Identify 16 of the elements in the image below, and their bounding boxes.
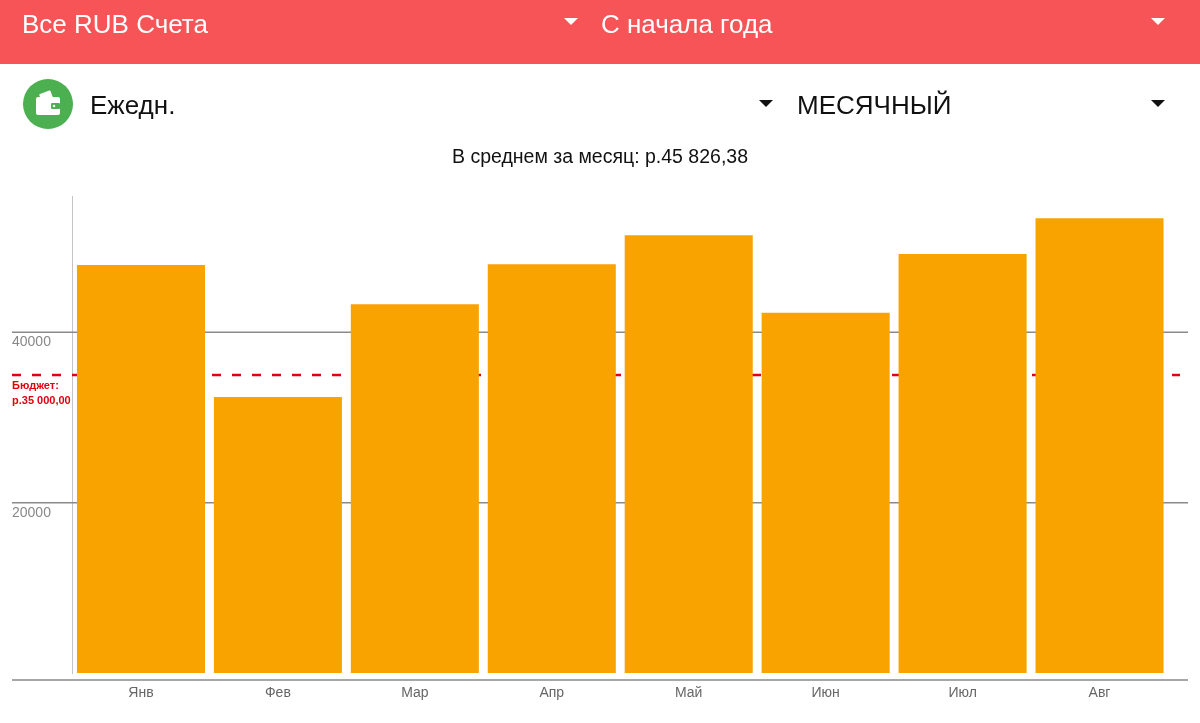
chart-title: В среднем за месяц: р.45 826,38: [450, 144, 749, 169]
text: Ежедн.: [90, 90, 176, 120]
y-tick-label: 40000: [12, 333, 52, 350]
x-tick-label: Янв: [128, 684, 154, 701]
x-tick-label: Июн: [811, 684, 840, 701]
text: МЕСЯЧНЫЙ: [797, 90, 952, 120]
x-tick-label: Авг: [1088, 684, 1111, 701]
text: С начала года: [601, 9, 773, 39]
y-tick-label: 20000: [12, 503, 52, 520]
ref-line-label: Бюджет: р.35 000,00: [12, 379, 71, 407]
x-tick-label: Май: [675, 684, 703, 701]
x-tick-label: Июл: [948, 684, 977, 701]
x-tick-label: Апр: [539, 684, 565, 701]
text: Все RUB Счета: [22, 9, 208, 39]
x-tick-label: Фев: [264, 684, 291, 701]
x-tick-label: Мар: [401, 684, 429, 701]
